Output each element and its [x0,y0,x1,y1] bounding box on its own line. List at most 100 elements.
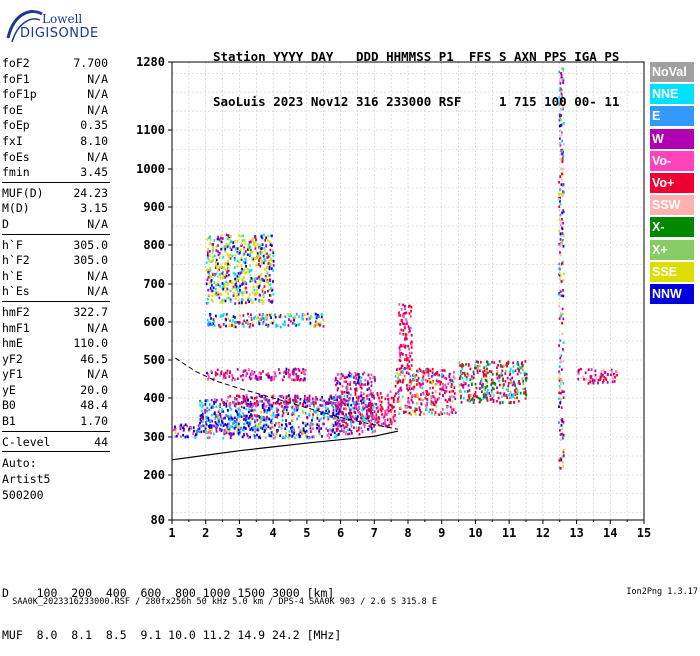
echo-point [241,267,243,271]
echo-point [226,399,229,403]
echo-point [377,410,379,414]
echo-point [269,248,272,252]
echo-point [366,380,369,383]
echo-point [301,314,304,318]
param-row: M(D) 3.15 [2,201,110,217]
echo-point [343,430,345,433]
echo-point [329,428,331,431]
echo-point [561,260,564,264]
echo-point [240,258,243,261]
echo-point [275,325,277,328]
echo-point [453,395,455,399]
echo-point [347,391,350,394]
echo-point [270,313,273,316]
echo-point [278,425,281,428]
echo-point [471,377,473,380]
echo-point [205,261,208,264]
echo-point [265,398,268,402]
echo-point [216,416,219,420]
echo-point [397,400,399,403]
echo-point [350,429,353,433]
echo-point [466,399,469,402]
echo-point [316,417,319,420]
echo-point [562,454,565,457]
echo-point [524,397,527,400]
echo-point [213,281,216,284]
echo-point [237,428,240,432]
echo-point [241,322,244,325]
echo-point [229,319,231,323]
echo-point [558,405,560,408]
echo-point [256,428,259,432]
echo-point [268,299,270,302]
echo-point [247,436,250,439]
echo-point [316,414,319,417]
echo-point [227,292,229,296]
echo-point [228,234,231,237]
echo-point [359,419,362,423]
echo-point [251,291,254,294]
echo-point [438,373,441,377]
echo-point [371,412,374,415]
echo-point [415,407,418,411]
echo-point [207,247,209,251]
echo-point [368,387,371,390]
echo-point [233,324,236,327]
echo-point [519,371,522,375]
echo-point [309,404,311,407]
echo-point [509,373,511,376]
echo-point [232,294,235,297]
echo-point [558,384,561,388]
echo-point [294,404,297,408]
echo-point [265,236,268,240]
echo-point [348,397,351,400]
echo-point [209,242,211,245]
echo-point [355,405,358,409]
echo-point [406,356,408,360]
echo-point [522,387,524,391]
echo-point [561,390,564,393]
echo-point [517,367,519,370]
echo-point [559,175,562,178]
echo-point [561,427,564,431]
echo-point [223,298,225,302]
echo-point [180,423,183,427]
echo-point [223,284,226,288]
echo-point [271,267,273,270]
echo-point [223,313,225,316]
echo-point [293,431,296,434]
echo-point [426,379,429,383]
echo-point [452,389,455,393]
echo-point [404,406,407,409]
echo-point [270,419,273,422]
echo-point [265,427,268,431]
echo-point [255,376,258,380]
echo-point [253,433,255,437]
echo-point [211,404,214,408]
echo-point [491,391,493,394]
echo-point [258,422,261,426]
echo-point [410,368,413,371]
echo-point [318,315,320,318]
echo-point [509,391,512,394]
echo-point [259,422,262,426]
echo-point [192,432,195,436]
echo-point [209,260,212,263]
echo-point [516,396,518,400]
echo-point [241,294,244,297]
echo-point [228,426,230,430]
echo-point [440,373,443,377]
echo-point [518,366,521,369]
echo-point [404,326,406,330]
echo-point [388,424,390,427]
echo-point [223,432,226,436]
echo-point [561,218,563,221]
echo-point [228,404,231,407]
echo-point [234,286,236,289]
param-separator [2,451,110,455]
echo-point [174,425,176,429]
echo-point [400,351,402,355]
echo-point [296,408,298,412]
echo-point [496,366,498,369]
y-tick-label: 300 [143,430,165,444]
